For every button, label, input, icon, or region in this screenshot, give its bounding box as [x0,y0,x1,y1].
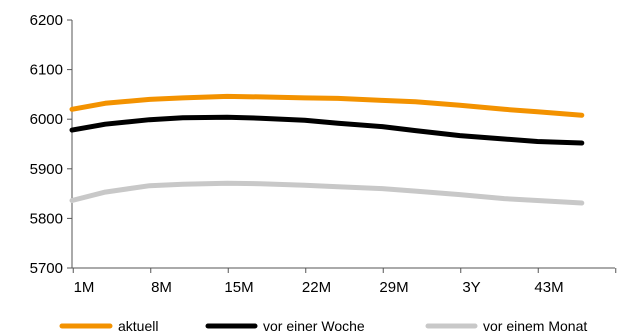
x-tick-label: 8M [151,279,172,296]
y-tick-label: 5700 [30,260,63,277]
y-tick-label: 6000 [30,111,63,128]
x-tick-label: 15M [224,279,253,296]
series-line-0 [69,93,585,118]
x-tick-label: 29M [379,279,408,296]
y-axis-ticks: 5700 5800 5900 6000 6100 6200 [30,12,72,277]
x-tick-label: 43M [534,279,563,296]
x-tick-label: 3Y [462,279,480,296]
y-tick-label: 5900 [30,161,63,178]
x-axis-ticks: 1M 8M 15M 22M 29M 3Y 43M [72,268,617,296]
axes [71,20,615,269]
x-tick-label: 1M [74,279,95,296]
series-line-2 [69,180,585,206]
legend-label: aktuell [118,318,158,334]
legend: aktuell vor einer Woche vor einem Monat [59,318,587,334]
legend-label: vor einem Monat [483,318,587,334]
y-tick-label: 5800 [30,210,63,227]
y-tick-label: 6200 [30,12,63,29]
series-lines [69,93,585,206]
series-line-1 [69,114,585,146]
x-tick-label: 22M [302,279,331,296]
legend-label: vor einer Woche [263,318,365,334]
y-tick-label: 6100 [30,62,63,79]
